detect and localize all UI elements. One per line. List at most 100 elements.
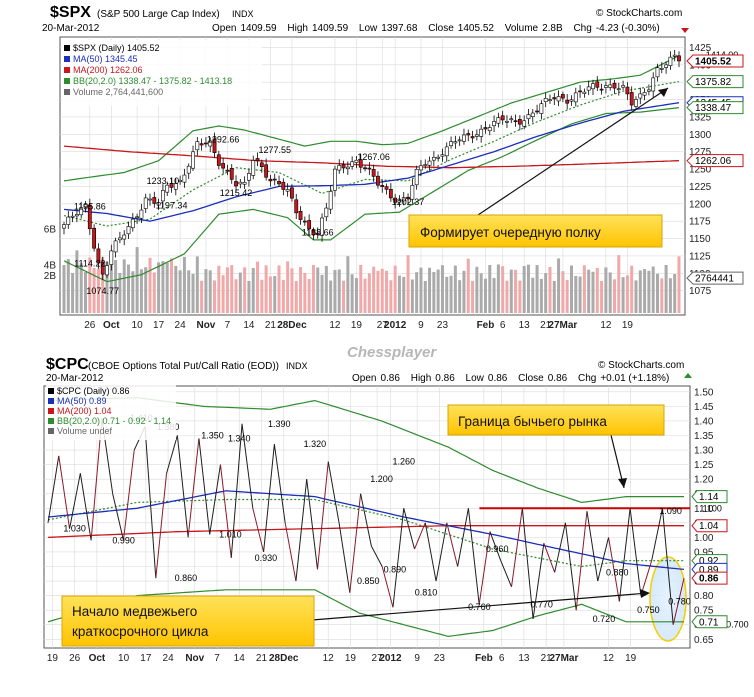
cpc-line-segment (219, 464, 232, 558)
spx-callout-text: Формирует очередную полку (420, 225, 601, 240)
cpc-line-segment (252, 508, 265, 553)
volume-axis-label: 6B (44, 225, 57, 236)
cpc-line-segment (457, 508, 469, 567)
volume-bar (544, 273, 548, 313)
spx-symbol: $SPX (50, 4, 91, 21)
cpc-callout-bear-line2: краткосрочного цикла (72, 624, 209, 639)
volume-bar (462, 270, 466, 313)
x-tick-label: 26 (84, 320, 96, 331)
x-tick-label: 10 (118, 653, 130, 664)
candle-body (264, 164, 269, 178)
price-label: 1.320 (304, 439, 327, 449)
volume-bar (677, 256, 681, 313)
candle-body (311, 229, 316, 236)
candle-body (659, 68, 664, 70)
bb-lower-line (63, 107, 680, 283)
price-label: 0.750 (637, 605, 660, 615)
candle-body (173, 183, 178, 190)
candle-body (208, 140, 213, 147)
candle-body (560, 94, 565, 99)
volume-bar (105, 261, 109, 313)
volume-bar (436, 269, 440, 313)
volume-bar (174, 265, 178, 313)
candle-body (591, 83, 595, 90)
volume-bar (501, 266, 505, 313)
y-tick-label: 0.80 (694, 591, 714, 602)
volume-bar (333, 269, 337, 313)
volume-bar (445, 276, 449, 313)
ma200-line (63, 145, 680, 169)
volume-bar (587, 269, 591, 313)
y-tick-label: 1300 (689, 130, 712, 141)
candle-body (259, 162, 264, 167)
legend-item: MA(50) 1345.45 (73, 54, 138, 64)
cpc-line-segment (500, 560, 512, 588)
volume-bar (273, 276, 277, 313)
candle-body (419, 165, 423, 171)
price-label: 1197.34 (156, 201, 188, 211)
volume-bar (195, 256, 199, 313)
candle-body (664, 64, 668, 68)
candle-body (229, 167, 234, 180)
price-label: 0.700 (726, 620, 749, 630)
candle-body (646, 89, 651, 92)
volume-bar (402, 276, 406, 313)
y-tick-label: 0.75 (694, 606, 714, 617)
candle-body (143, 197, 148, 209)
x-tick-label: 27 (377, 320, 389, 331)
cpc-line-segment (511, 508, 523, 587)
volume-bar (518, 280, 522, 313)
candle-body (599, 88, 604, 91)
x-tick-label: 27Mar (548, 320, 577, 331)
x-tick-label: 21 (265, 320, 277, 331)
x-tick-label: Oct (89, 653, 106, 664)
x-tick-label: 19 (622, 320, 634, 331)
price-label: 0.770 (530, 599, 553, 609)
cpc-callout-bear-box (61, 595, 315, 647)
candle-body (616, 88, 621, 91)
last-value-label: 2764441 (695, 274, 734, 285)
candle-body (70, 215, 75, 218)
x-tick-label: 13 (518, 653, 530, 664)
volume-bar (88, 257, 92, 313)
volume-bar (238, 272, 242, 313)
cpc-line-segment (263, 444, 275, 552)
x-tick-label: 23 (434, 653, 446, 664)
candle-body (444, 146, 449, 157)
candle-body (122, 234, 127, 240)
last-value-label: 0.71 (699, 617, 719, 628)
x-tick-label: Nov (196, 320, 215, 331)
candle-body (612, 82, 617, 89)
volume-bar (187, 270, 191, 313)
price-label: 1.030 (63, 524, 86, 534)
cpc-panel: $CPC (CBOE Options Total Put/Call Ratio … (43, 356, 749, 664)
volume-bar (79, 263, 83, 313)
x-tick-label: 19 (625, 653, 637, 664)
cpc-callout-bull: Граница бычьего рынка (447, 404, 665, 489)
last-value-label: 1405.52 (695, 56, 732, 67)
candle-body (474, 134, 479, 137)
y-tick-label: 1.10 (694, 504, 714, 515)
x-tick-label: Feb (475, 653, 493, 664)
legend-item: BB(20,2.0) 0.71 - 0.92 - 1.14 (57, 416, 171, 426)
cpc-callout-bull-text: Граница бычьего рынка (458, 414, 607, 429)
candle-body (363, 167, 367, 170)
cpc-line-segment (554, 522, 566, 573)
volume-bar (329, 280, 333, 313)
legend-item: $CPC (Daily) 0.86 (57, 386, 130, 396)
candle-body (277, 181, 281, 185)
bb-lower-line (47, 589, 684, 638)
price-label: 1195.86 (74, 202, 106, 212)
candle-body (651, 77, 656, 92)
x-tick-label: 23 (437, 320, 449, 331)
volume-bar (591, 271, 595, 313)
price-label: 1074.77 (86, 286, 119, 296)
candle-body (212, 138, 217, 153)
cpc-line-segment (618, 508, 631, 602)
candle-body (672, 54, 677, 57)
candle-body (161, 190, 165, 202)
cpc-callout-bull-box (447, 404, 665, 436)
legend-item: BB(20,2.0) 1338.47 - 1375.82 - 1413.18 (73, 76, 232, 86)
cpc-line-segment (166, 435, 178, 474)
